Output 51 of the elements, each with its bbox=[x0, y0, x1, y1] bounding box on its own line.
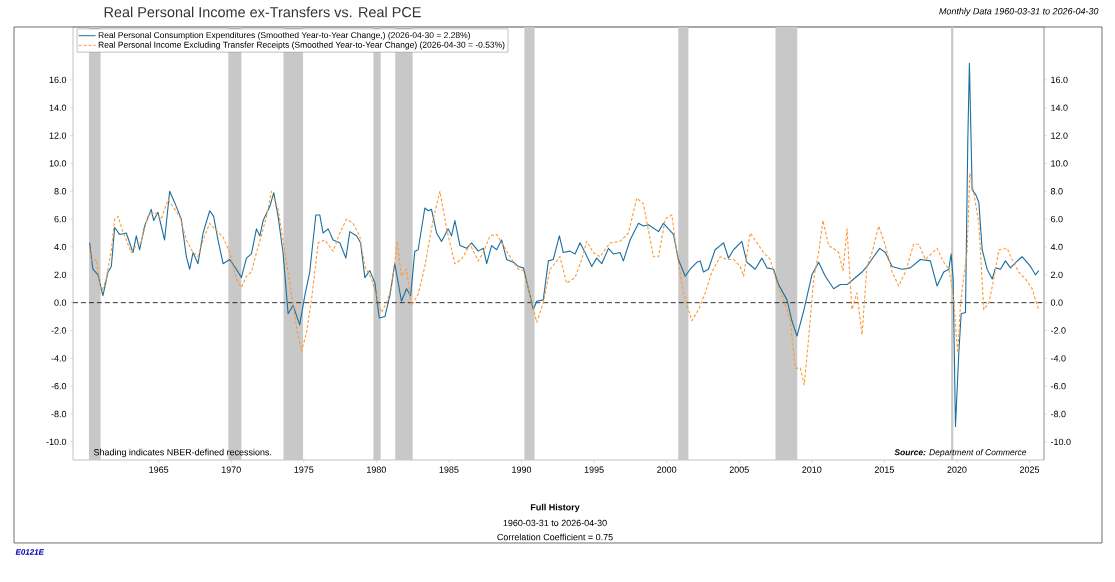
y2-tick-label: 14.0 bbox=[1051, 104, 1068, 111]
text: Correlation Coefficient = 0.75 bbox=[497, 533, 613, 541]
line-series bbox=[89, 62, 1040, 428]
y-tick-label: -6.0 bbox=[51, 383, 67, 390]
y2-tick-label: -10.0 bbox=[1050, 438, 1071, 446]
y2-tick-label: 0.0 bbox=[1050, 299, 1063, 306]
y2-tick-label: -8.0 bbox=[1050, 410, 1066, 418]
y-tick-label: -2.0 bbox=[51, 327, 67, 334]
y2-tick-label: 8.0 bbox=[1050, 188, 1063, 195]
x-tick-label: 1985 bbox=[439, 466, 459, 473]
annotation: Shading indicates NBER-defined recessions. bbox=[93, 448, 272, 458]
x-tick-label: 1990 bbox=[512, 466, 532, 473]
y2-tick-label: 6.0 bbox=[1051, 215, 1063, 223]
y2-tick-label: 16.0 bbox=[1051, 76, 1068, 84]
chart-title: Real Personal Income ex-Transfers vs. Real PCE bbox=[104, 6, 421, 18]
y-tick-label: -10.0 bbox=[46, 438, 67, 446]
y2-tick-label: 2.0 bbox=[1051, 271, 1063, 278]
y-tick-label: 8.0 bbox=[54, 188, 67, 195]
y-tick-label: -8.0 bbox=[51, 410, 67, 418]
legend-label: Real Personal Income Excluding Transfer Receipts (Smoothed Year-to-Year Change) (2026-04-30 = -0.53%) bbox=[98, 41, 505, 50]
y2-tick-label: 4.0 bbox=[1050, 243, 1063, 251]
y-tick-label: 2.0 bbox=[54, 271, 67, 278]
y-tick-label: 0.0 bbox=[54, 299, 67, 306]
x-tick-label: 1995 bbox=[584, 466, 604, 473]
x-tick-label: 1980 bbox=[367, 466, 386, 473]
x-tick-label: 2020 bbox=[947, 466, 967, 473]
y-tick-label: 4.0 bbox=[54, 243, 67, 251]
chart-subtitle: Monthly Data 1960-03-31 to 2026-04-30 bbox=[939, 7, 1099, 17]
x-tick-label: 2005 bbox=[729, 466, 749, 473]
y2-tick-label: 10.0 bbox=[1051, 160, 1068, 167]
y2-tick-label: 12.0 bbox=[1051, 132, 1068, 139]
x-tick-label: 1965 bbox=[149, 466, 169, 473]
y-tick-label: 12.0 bbox=[49, 132, 67, 139]
text: Full History bbox=[530, 503, 580, 513]
y-tick-label: 16.0 bbox=[49, 76, 67, 84]
x-tick-label: 2000 bbox=[657, 466, 677, 473]
y-tick-label: 14.0 bbox=[49, 104, 67, 111]
y-tick-label: 10.0 bbox=[49, 160, 67, 167]
y2-tick-label: -6.0 bbox=[1050, 383, 1066, 390]
y-tick-label: -4.0 bbox=[51, 355, 67, 362]
x-tick-label: 2025 bbox=[1019, 466, 1040, 473]
x-tick-label: 1970 bbox=[221, 466, 241, 473]
y2-tick-label: -4.0 bbox=[1050, 355, 1066, 362]
text: 1960-03-31 to 2026-04-30 bbox=[503, 519, 607, 527]
x-tick-label: 1975 bbox=[294, 466, 314, 473]
legend-label: Real Personal Consumption Expenditures (Smoothed Year-to-Year Change,) (2026-04-30 = 2.28%) bbox=[98, 31, 470, 40]
x-tick-label: 2015 bbox=[874, 466, 894, 473]
y2-tick-label: -2.0 bbox=[1050, 327, 1066, 334]
x-tick-label: 2010 bbox=[802, 466, 822, 473]
annotation: Source: Department of Commerce bbox=[894, 449, 1027, 457]
y-tick-label: 6.0 bbox=[54, 215, 67, 223]
